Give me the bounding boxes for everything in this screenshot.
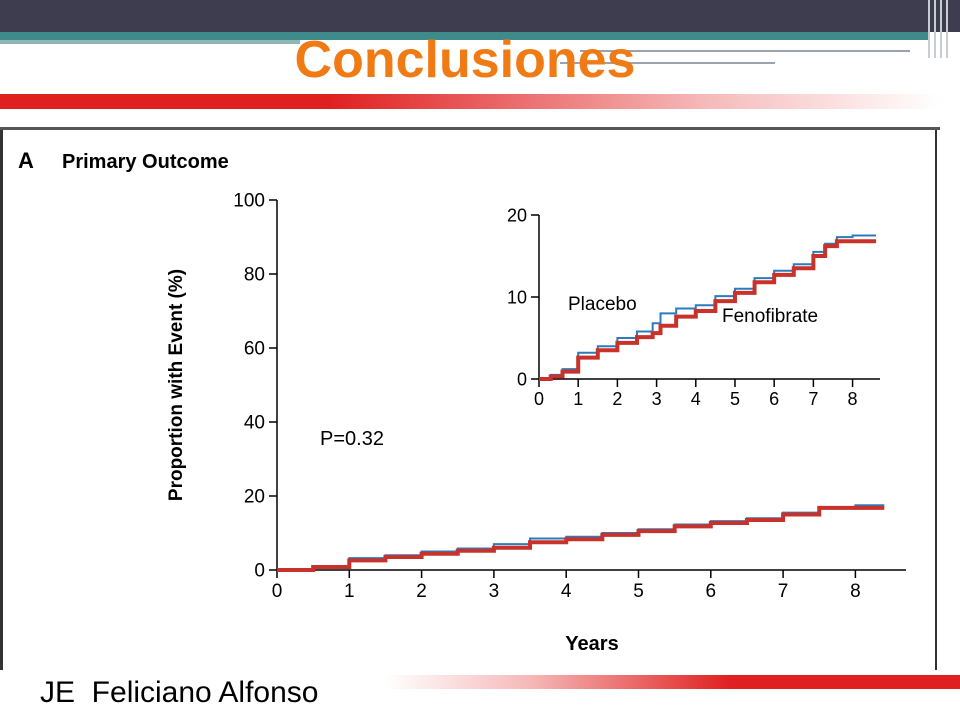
inset-label-placebo: Placebo xyxy=(568,294,637,315)
x-tick-label: 0 xyxy=(534,389,544,409)
header-accent-line xyxy=(0,32,930,40)
title-decor-line xyxy=(580,50,910,52)
y-tick-label: 0 xyxy=(517,369,527,389)
chart-title: Primary Outcome xyxy=(62,151,229,173)
x-tick-label: 5 xyxy=(633,581,644,602)
figure-left-border xyxy=(0,130,3,670)
y-tick-label: 20 xyxy=(507,205,527,225)
y-tick-label: 10 xyxy=(507,287,527,307)
y-tick-label: 60 xyxy=(244,339,265,360)
x-tick-label: 3 xyxy=(489,581,500,602)
y-tick-label: 40 xyxy=(244,413,265,434)
inset-plot-area: 0 10 20 0 1 2 3 4 5 6 7 8 xyxy=(507,205,880,409)
footer-red-bar xyxy=(385,675,960,689)
x-tick-label: 3 xyxy=(652,389,662,409)
y-tick-label: 80 xyxy=(244,265,265,286)
corner-decor xyxy=(928,0,952,58)
x-tick-label: 0 xyxy=(272,581,283,602)
x-tick-label: 7 xyxy=(808,389,818,409)
panel-label: A xyxy=(18,148,34,173)
figure-right-border xyxy=(935,130,937,670)
y-tick-label: 20 xyxy=(244,487,265,508)
title-decor-line xyxy=(560,62,775,64)
x-tick-label: 2 xyxy=(416,581,427,602)
footer-author: JE Feliciano Alfonso xyxy=(40,676,319,709)
x-tick-label: 1 xyxy=(573,389,583,409)
series-line-placebo xyxy=(539,234,877,380)
p-value-annotation: P=0.32 xyxy=(320,428,384,450)
x-tick-label: 1 xyxy=(344,581,355,602)
x-tick-label: 7 xyxy=(778,581,789,602)
y-axis-label: Proportion with Event (%) xyxy=(166,269,187,501)
y-tick-label: 0 xyxy=(254,561,265,582)
y-tick-label: 100 xyxy=(233,191,265,212)
x-tick-label: 8 xyxy=(850,581,861,602)
x-tick-label: 8 xyxy=(848,389,858,409)
x-axis-label: Years xyxy=(565,633,618,655)
title-red-bar xyxy=(0,94,940,109)
x-tick-label: 4 xyxy=(561,581,572,602)
x-tick-label: 6 xyxy=(706,581,717,602)
slide-title: Conclusiones xyxy=(294,31,636,89)
x-tick-label: 6 xyxy=(769,389,779,409)
header-bar xyxy=(0,0,960,32)
series-line-fenofibrate xyxy=(277,505,885,572)
inset-label-fenofibrate: Fenofibrate xyxy=(722,306,818,327)
series-line-fenofibrate xyxy=(539,239,877,381)
primary-outcome-figure: A Primary Outcome Years Proportion with … xyxy=(18,148,906,655)
figure-top-border xyxy=(0,127,940,130)
x-tick-label: 5 xyxy=(730,389,740,409)
x-tick-label: 2 xyxy=(612,389,622,409)
header-accent-line-light xyxy=(0,40,300,44)
x-tick-label: 4 xyxy=(691,389,701,409)
